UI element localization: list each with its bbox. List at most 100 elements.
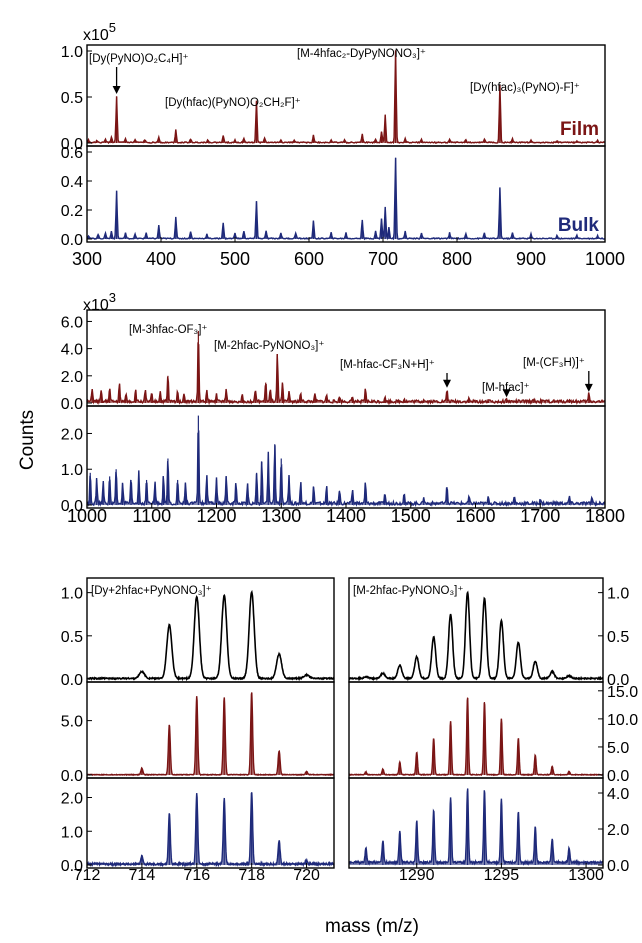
- series-3-series: [349, 789, 603, 866]
- x-tick-label: 1200: [196, 506, 236, 526]
- annotation-text: [M-4hfac₂-DyPyNONO₃]⁺: [297, 48, 426, 60]
- x-tick-label: 1295: [484, 867, 520, 884]
- x-tick-label: 600: [294, 249, 324, 269]
- peak-annotation: [M-hfac-CF₃N+H]⁺: [340, 359, 451, 388]
- subplot-frame: [87, 682, 334, 778]
- plot-area: Film 0.0 0.5 1.0 [Dy(PyNO)O₂C₄H]⁺ [Dy(hfac)(P…: [61, 20, 638, 884]
- x-tick-label: 1290: [399, 867, 435, 884]
- series-3-series: [87, 792, 334, 865]
- peak-annotation: [M-hfac]⁺: [482, 382, 530, 397]
- y-tick-label: 0.6: [61, 145, 83, 162]
- axis-exponent: x105: [83, 20, 116, 44]
- annotation-text: [M-(CF₃H)]⁺: [523, 357, 585, 369]
- x-tick-label: 700: [368, 249, 398, 269]
- x-ticks: 712 714 716 718 720: [74, 863, 320, 884]
- x-tick-label: 1800: [585, 506, 625, 526]
- y-tick-label: 2.0: [61, 791, 83, 808]
- peak-annotation: [Dy+2hfac+PyNONO₃]⁺: [91, 585, 212, 597]
- x-tick-label: 300: [72, 249, 102, 269]
- annotation-arrowhead: [113, 86, 121, 94]
- peak-annotation: [Dy(hfac)₃(PyNO)-F]⁺: [470, 82, 580, 94]
- subplot-frame: [349, 778, 603, 868]
- y-axis-label: Counts: [17, 410, 38, 470]
- y-tick-label: 0.5: [607, 629, 629, 646]
- series-1-series: [87, 592, 334, 679]
- subplot-frame: [87, 146, 605, 242]
- x-tick-label: 718: [238, 867, 265, 884]
- y-tick-label: 0.0: [61, 768, 83, 785]
- series-1-series: [349, 593, 603, 679]
- bulk-series: Bulk: [87, 158, 605, 239]
- x-tick-label: 800: [442, 249, 472, 269]
- spectrum-trace: [349, 698, 603, 775]
- annotation-text: [M-hfac-CF₃N+H]⁺: [340, 359, 435, 371]
- x-tick-label: 1300: [568, 867, 604, 884]
- x-tick-label: 500: [220, 249, 250, 269]
- y-tick-label: 10.0: [607, 712, 638, 729]
- spectrum-fill: [87, 792, 334, 865]
- spectrum-trace: [87, 592, 334, 679]
- annotation-text: [M-2hfac-PyNONO₃]⁺: [214, 340, 324, 352]
- peak-annotation: [M-3hfac-OF₃]⁺: [129, 324, 207, 336]
- spectrum-trace: [87, 792, 334, 865]
- y-tick-label: 0.5: [61, 629, 83, 646]
- y-tick-label: 2.0: [61, 369, 83, 386]
- y-tick-label: 0.0: [61, 672, 83, 689]
- x-ticks: 1290 1295 1300: [399, 863, 604, 884]
- x-tick-label: 1600: [455, 506, 495, 526]
- x-tick-label: 400: [146, 249, 176, 269]
- annotation-text: [M-2hfac-PyNONO₃]⁺: [353, 585, 463, 597]
- top-panel: Film 0.0 0.5 1.0 [Dy(PyNO)O₂C₄H]⁺ [Dy(hfac)(P…: [61, 20, 625, 269]
- annotation-arrowhead: [585, 384, 593, 392]
- series-2-series: [349, 698, 603, 775]
- y-tick-label: 2.0: [61, 426, 83, 443]
- annotation-text: [Dy(hfac)₃(PyNO)-F]⁺: [470, 82, 580, 94]
- spectrum-fill: [349, 698, 603, 775]
- y-tick-label: 5.0: [61, 714, 83, 731]
- spectrum-fill: [87, 344, 605, 403]
- x-tick-label: 716: [183, 867, 210, 884]
- peak-annotation: [M-2hfac-PyNONO₃]⁺: [353, 585, 463, 597]
- spectrum-trace: [349, 789, 603, 864]
- y-tick-label: 0.4: [61, 174, 83, 191]
- y-tick-label: 1.0: [607, 586, 629, 603]
- x-tick-label: 714: [129, 867, 156, 884]
- x-tick-label: 1300: [261, 506, 301, 526]
- series-2-series: [87, 416, 605, 505]
- peak-annotation: [M-(CF₃H)]⁺: [523, 357, 593, 392]
- y-tick-label: 1.0: [61, 462, 83, 479]
- spectrum-fill: [87, 158, 605, 239]
- x-ticks: 1000 1100 1200 1300 1400 1500 1600 1700 1800: [67, 503, 625, 526]
- y-tick-label: 0.2: [61, 203, 83, 220]
- x-tick-label: 1700: [520, 506, 560, 526]
- y-tick-label: 4.0: [607, 786, 629, 803]
- annotation-text: [Dy+2hfac+PyNONO₃]⁺: [91, 585, 212, 597]
- spectrum-trace: [87, 432, 605, 505]
- spectrum-fill: [349, 789, 603, 866]
- x-tick-label: 1500: [391, 506, 431, 526]
- peak-annotation: [Dy(PyNO)O₂C₄H]⁺: [89, 53, 189, 94]
- y-ticks: 0.05.010.015.0: [598, 684, 638, 785]
- x-tick-label: 900: [516, 249, 546, 269]
- peak-annotation: [M-4hfac₂-DyPyNONO₃]⁺: [297, 48, 426, 60]
- spectrum-fill: [87, 693, 334, 775]
- x-tick-label: 1000: [67, 506, 107, 526]
- subplot-frame: [349, 682, 603, 778]
- annotation-text: [M-3hfac-OF₃]⁺: [129, 324, 207, 336]
- middle-panel: 0.02.04.06.0 [M-3hfac-OF₃]⁺[M-2hfac-PyNON…: [61, 290, 625, 526]
- annotation-arrowhead: [443, 380, 451, 388]
- y-tick-label: 0.0: [607, 858, 629, 875]
- film-label: Film: [560, 119, 599, 140]
- y-tick-label: 6.0: [61, 314, 83, 331]
- y-tick-label: 1.0: [61, 824, 83, 841]
- y-tick-label: 5.0: [607, 740, 629, 757]
- x-tick-label: 720: [293, 867, 320, 884]
- annotation-text: [Dy(hfac)(PyNO)O₂CH₂F]⁺: [165, 97, 301, 109]
- y-tick-label: 1.0: [61, 586, 83, 603]
- x-tick-label: 1100: [132, 506, 171, 526]
- x-tick-label: 712: [74, 867, 101, 884]
- peak-annotation: [Dy(hfac)(PyNO)O₂CH₂F]⁺: [165, 97, 301, 109]
- x-axis-label: mass (m/z): [325, 916, 419, 937]
- x-tick-label: 1400: [326, 506, 366, 526]
